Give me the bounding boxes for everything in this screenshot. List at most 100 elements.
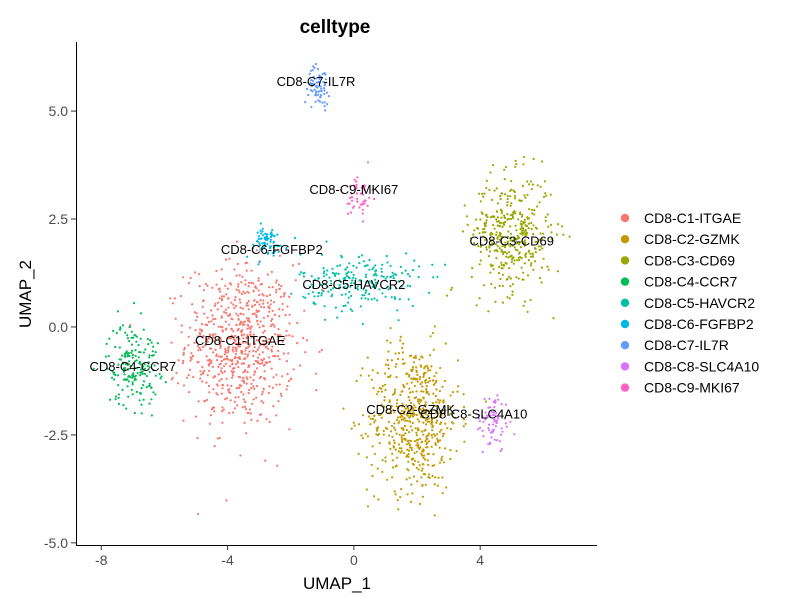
data-point [397,357,400,361]
data-point [400,450,403,453]
data-point [416,429,420,432]
data-point [319,85,322,88]
data-point [434,443,437,446]
data-point [449,394,452,397]
data-point [252,333,255,336]
data-point [510,255,513,258]
data-point [254,350,258,353]
data-point [350,196,353,199]
data-point [361,437,364,440]
data-point [356,200,359,203]
data-point [426,417,429,420]
data-point [128,325,131,329]
data-point [259,229,262,232]
data-point [322,80,325,83]
data-point [374,419,377,422]
data-point [324,109,327,112]
data-point [384,460,387,463]
data-point [126,355,129,358]
data-point [188,391,191,394]
data-point [104,355,107,358]
data-point [499,238,502,241]
data-point [425,388,428,391]
data-point [435,421,438,424]
data-point [381,470,384,473]
data-point [267,356,271,359]
data-point [263,377,266,380]
data-point [233,268,236,271]
data-point [137,344,140,347]
data-point [189,276,192,280]
data-point [422,375,425,378]
data-point [287,352,290,355]
data-point [568,235,571,238]
data-point [142,328,145,331]
data-point [214,348,217,351]
data-point [478,413,481,416]
data-point [243,381,246,384]
data-point [261,324,264,327]
data-point [263,329,266,332]
data-point [258,303,261,306]
data-point [529,264,533,267]
data-point [108,337,111,340]
data-point [500,261,503,264]
data-point [139,371,142,374]
data-point [406,414,409,417]
data-point [415,390,418,393]
data-point [217,355,221,358]
data-point [278,287,281,291]
data-point [438,446,441,449]
data-point [220,295,223,298]
data-point [424,439,427,443]
data-point [382,275,385,278]
data-point [320,348,323,351]
data-point [327,290,330,293]
data-point [270,348,273,352]
data-point [313,278,316,281]
data-point [492,423,495,426]
data-point [202,335,205,338]
data-point [237,345,240,348]
data-point [261,361,264,365]
data-point [409,446,412,449]
data-point [336,265,339,268]
data-point [368,293,371,296]
data-point [393,490,396,493]
data-point [148,354,151,357]
data-point [473,242,476,245]
data-point [494,300,497,303]
data-point [311,69,314,72]
data-point [523,242,526,245]
cluster-label: CD8-C5-HAVCR2 [302,277,405,292]
data-point [153,364,156,367]
data-point [414,406,417,409]
data-point [420,365,423,368]
data-point [329,279,333,282]
data-point [479,259,482,262]
data-point [491,242,494,245]
data-point [494,415,497,418]
data-point [398,420,401,423]
data-point [265,295,269,298]
data-point [351,199,354,202]
data-point [239,306,242,309]
data-point [378,442,381,445]
data-point [302,275,305,278]
data-point [385,254,388,258]
data-point [299,364,302,367]
data-point [274,355,277,358]
data-point [237,365,240,369]
data-point [400,436,403,439]
data-point [117,393,120,396]
data-point [483,397,486,400]
data-point [373,495,376,498]
data-point [142,351,146,354]
data-point [491,430,494,433]
data-point [237,318,240,321]
data-point [273,313,277,316]
data-point [433,375,436,378]
data-point [118,346,121,349]
series-cd8-c7-il7r [304,62,331,112]
data-point [231,367,234,370]
